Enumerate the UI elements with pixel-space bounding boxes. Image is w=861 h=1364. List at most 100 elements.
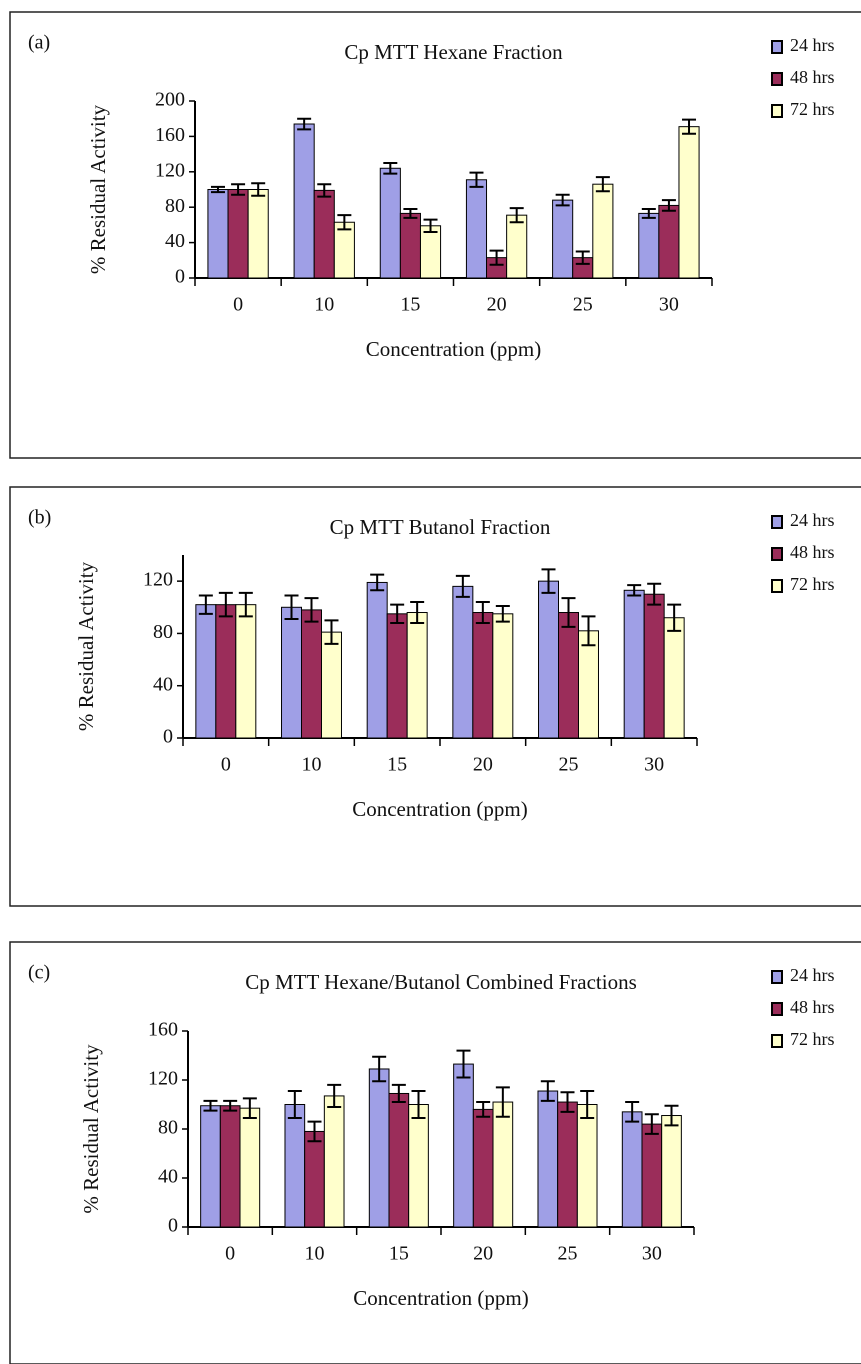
legend-swatch <box>771 1034 783 1048</box>
legend-label: 24 hrs <box>790 35 835 55</box>
error-bar <box>231 183 246 196</box>
chart-title: Cp MTT Hexane Fraction <box>344 40 563 64</box>
bar <box>408 1104 429 1228</box>
bar <box>558 612 579 739</box>
x-tick-label: 15 <box>389 1243 409 1265</box>
legend-label: 72 hrs <box>790 1029 835 1049</box>
error-bar <box>509 207 524 224</box>
panel-frame <box>9 11 861 459</box>
x-axis-title: Concentration (ppm) <box>352 797 528 821</box>
bar <box>368 1068 390 1228</box>
bar <box>333 221 355 279</box>
y-tick-label: 40 <box>165 230 185 252</box>
legend-label: 72 hrs <box>790 574 835 594</box>
error-bar <box>284 594 299 621</box>
x-tick-label: 10 <box>302 754 322 776</box>
error-bar <box>337 214 352 231</box>
x-tick-label: 10 <box>314 294 334 316</box>
y-tick-label: 80 <box>153 621 173 643</box>
error-bar <box>581 615 596 647</box>
bar <box>661 1115 682 1228</box>
x-tick-label: 30 <box>644 754 664 776</box>
bar <box>219 1105 241 1228</box>
chart-title: Cp MTT Hexane/Butanol Combined Fractions <box>245 970 637 994</box>
error-bar <box>203 1099 218 1112</box>
bar <box>239 1107 261 1228</box>
bar <box>492 613 514 739</box>
legend-swatch <box>771 72 783 86</box>
error-bar <box>411 1090 426 1119</box>
legend-swatch <box>771 970 783 984</box>
panel-label: (c) <box>28 962 50 984</box>
error-bar <box>223 1099 238 1112</box>
bar <box>301 609 322 739</box>
bar <box>323 1095 345 1228</box>
chart-title: Cp MTT Butanol Fraction <box>330 515 551 539</box>
bar <box>638 212 660 279</box>
y-tick-label: 40 <box>153 673 173 695</box>
error-bar <box>304 597 319 623</box>
error-bar <box>540 1080 555 1102</box>
x-tick-label: 0 <box>233 294 243 316</box>
x-axis-title: Concentration (ppm) <box>366 337 542 361</box>
legend-swatch <box>771 547 783 561</box>
y-axis-title: % Residual Activity <box>79 1044 103 1214</box>
legend-swatch <box>771 515 783 529</box>
x-tick-label: 0 <box>221 754 231 776</box>
error-bar <box>495 1086 510 1118</box>
bar <box>200 1105 221 1228</box>
bar <box>388 1092 410 1228</box>
error-bar <box>370 573 385 592</box>
error-bar <box>455 574 470 598</box>
bar <box>472 612 494 739</box>
error-bar <box>627 584 642 597</box>
error-bar <box>476 1101 491 1118</box>
bar <box>207 189 229 279</box>
error-bar <box>489 249 504 266</box>
legend-label: 24 hrs <box>790 510 835 530</box>
y-tick-label: 40 <box>158 1166 178 1188</box>
error-bar <box>661 199 676 212</box>
bar <box>576 1104 598 1228</box>
x-tick-label: 30 <box>659 294 679 316</box>
error-bar <box>410 601 425 624</box>
bar <box>492 1101 514 1228</box>
bar <box>386 613 408 739</box>
legend-swatch <box>771 104 783 118</box>
x-tick-label: 10 <box>305 1243 325 1265</box>
error-bar <box>595 176 610 193</box>
bar <box>453 1063 474 1228</box>
bar <box>235 604 257 739</box>
error-bar <box>423 218 438 233</box>
error-bar <box>495 604 510 623</box>
legend-label: 48 hrs <box>790 997 835 1017</box>
y-axis-title: % Residual Activity <box>86 104 110 274</box>
legend-label: 48 hrs <box>790 67 835 87</box>
x-tick-label: 20 <box>473 1243 493 1265</box>
x-axis-title: Concentration (ppm) <box>353 1286 529 1310</box>
error-bar <box>327 1083 342 1108</box>
x-tick-label: 25 <box>558 1243 578 1265</box>
y-tick-label: 160 <box>148 1019 178 1041</box>
y-tick-label: 80 <box>165 195 185 217</box>
x-tick-label: 20 <box>487 294 507 316</box>
error-bar <box>297 117 312 131</box>
bar <box>678 126 700 279</box>
bar <box>399 212 421 279</box>
bar <box>506 214 528 279</box>
error-bar <box>575 250 590 265</box>
bar <box>537 1090 559 1228</box>
error-bar <box>403 207 418 219</box>
x-tick-label: 0 <box>225 1243 235 1265</box>
error-bar <box>287 1090 302 1119</box>
error-bar <box>324 619 339 645</box>
panel-label: (a) <box>28 32 50 54</box>
bar <box>227 189 249 279</box>
bar <box>313 189 335 279</box>
y-tick-label: 120 <box>143 569 173 591</box>
bar <box>195 604 217 739</box>
y-tick-label: 120 <box>155 159 185 181</box>
error-bar <box>667 603 682 632</box>
y-tick-label: 120 <box>148 1068 178 1090</box>
error-bar <box>456 1049 471 1079</box>
